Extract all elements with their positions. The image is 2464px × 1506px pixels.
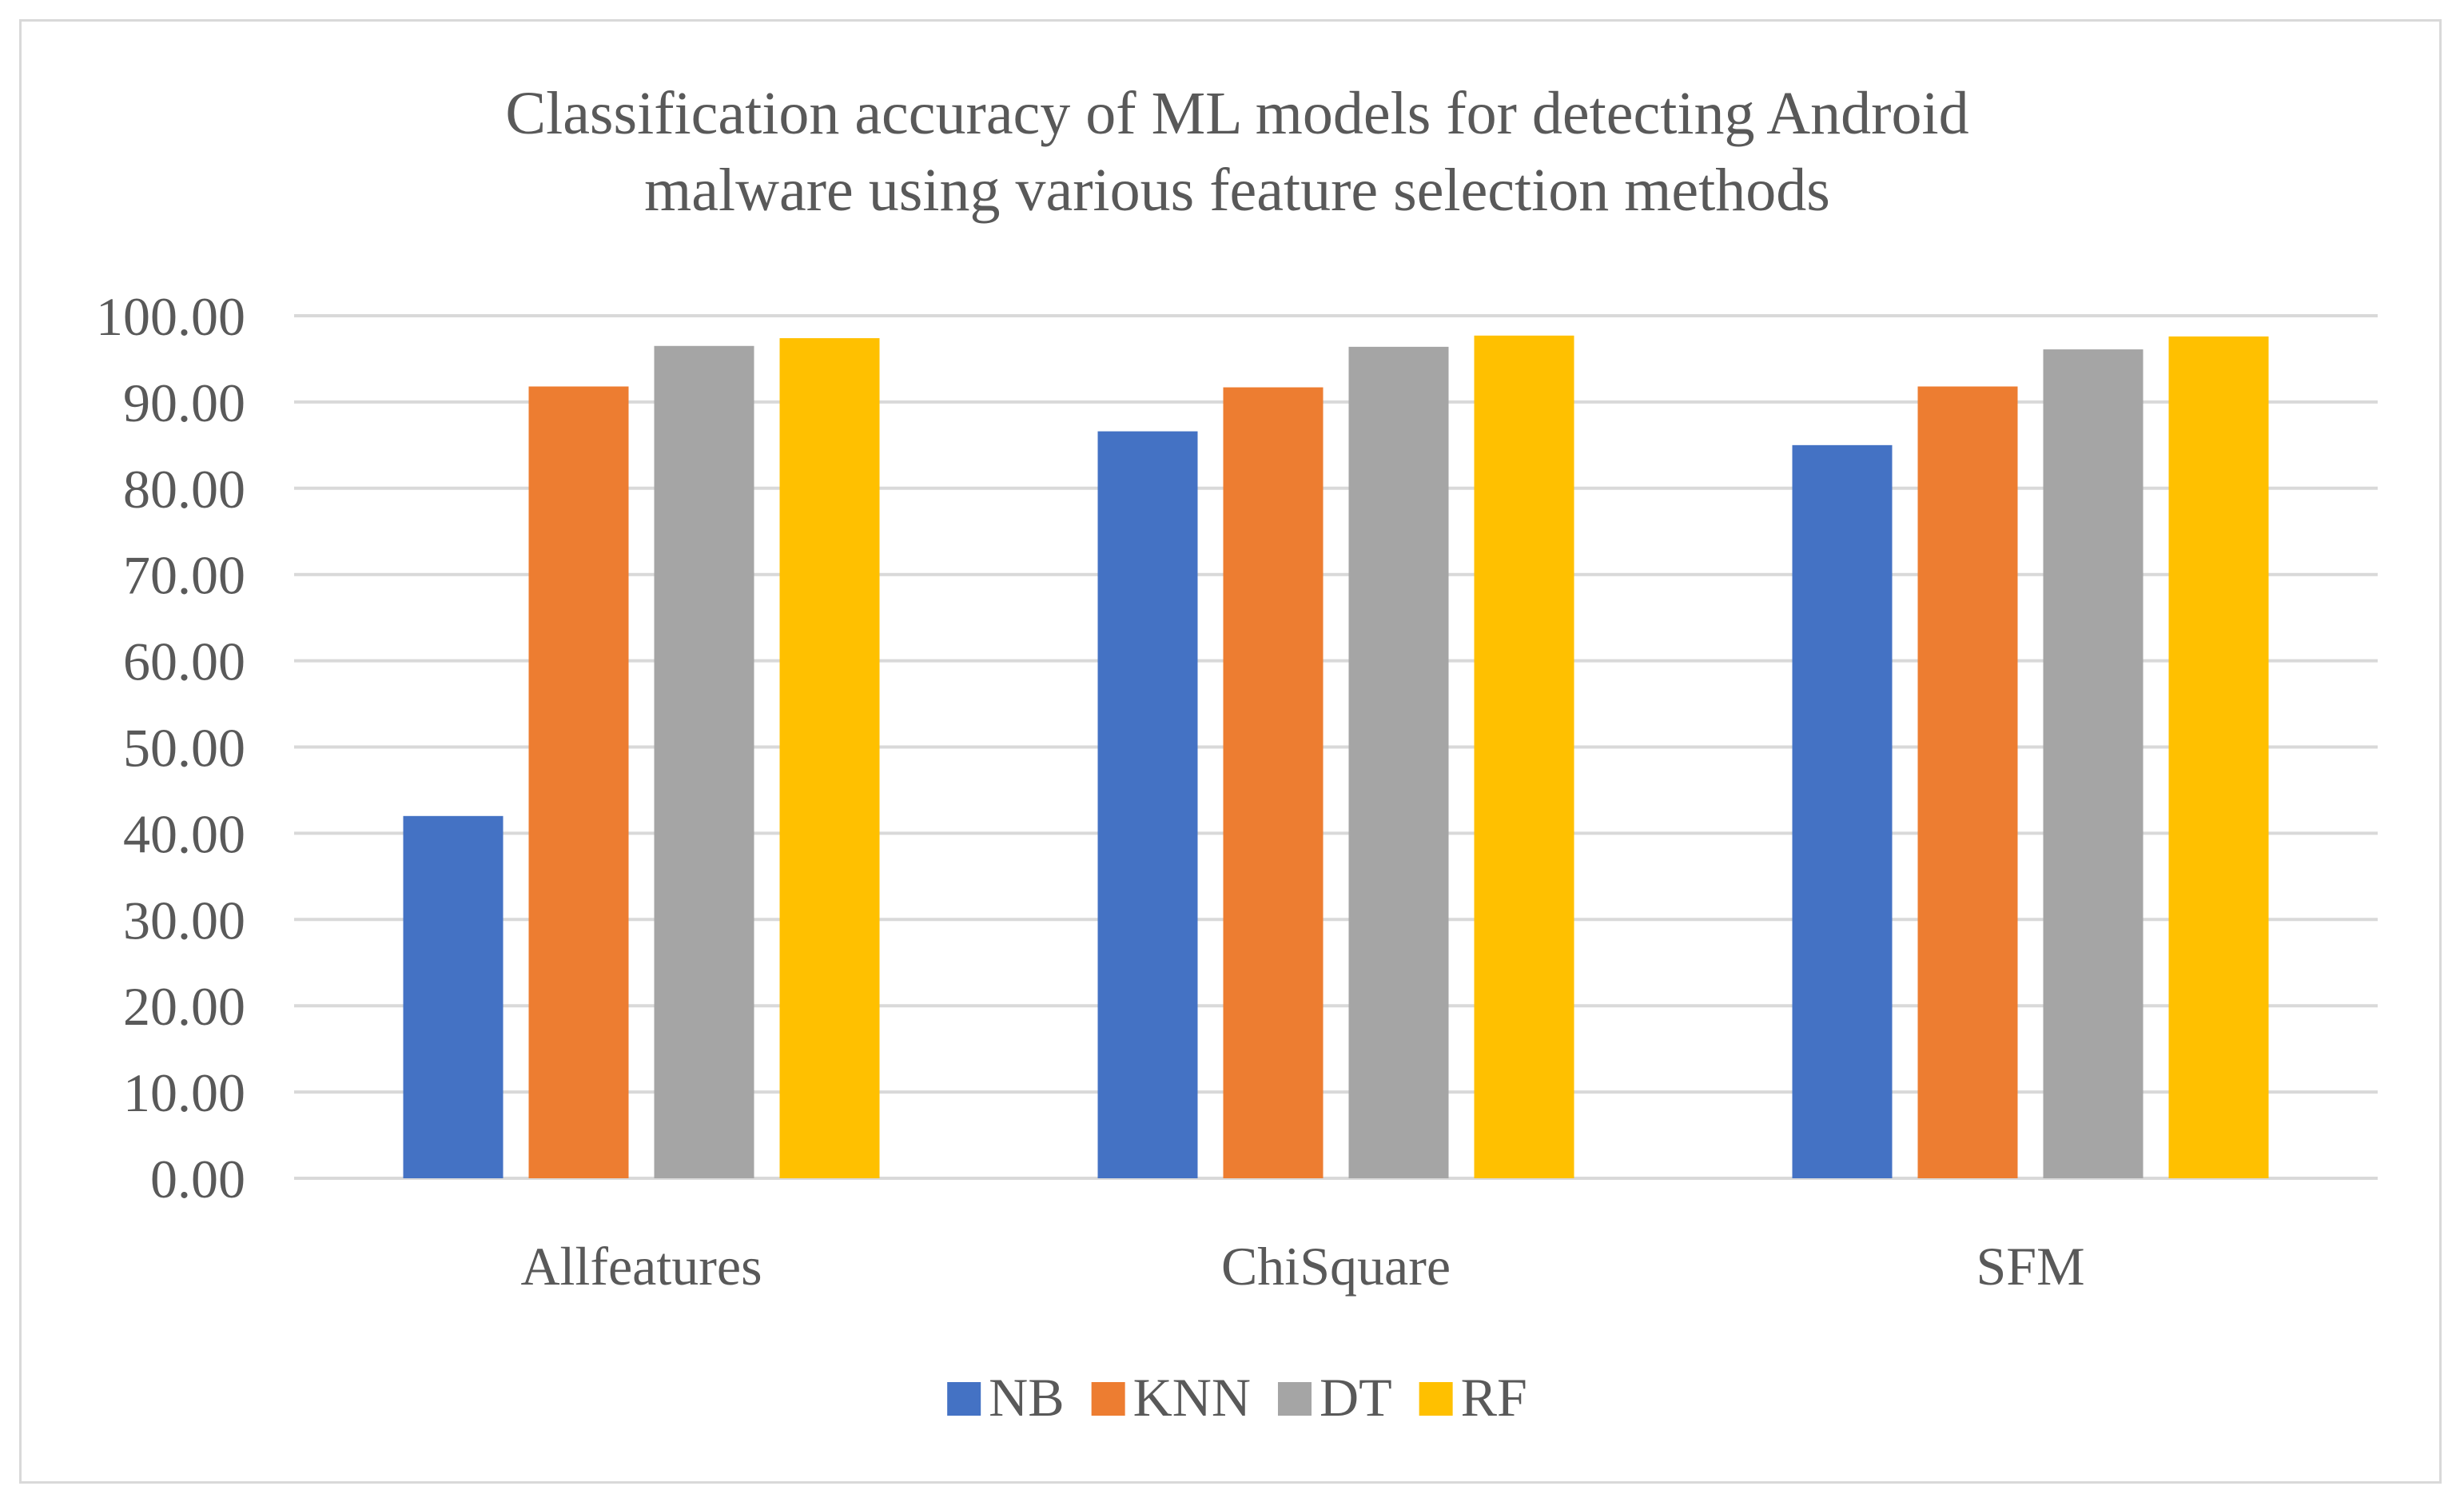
bar-rf-sfm [2168,336,2269,1178]
legend-label: DT [1320,1367,1392,1428]
bar-chart: Classification accuracy of ML models for… [96,80,2378,1428]
bar-nb-sfm [1792,444,1893,1178]
legend-label: RF [1461,1367,1527,1428]
y-tick-label: 0.00 [150,1149,245,1209]
y-tick-label: 100.00 [96,286,245,347]
chart-title-line-2: malware using various feature selection … [644,157,1830,224]
bar-dt-sfm [2043,349,2144,1178]
bar-knn-chisquare [1223,387,1324,1178]
legend-item-nb: NB [947,1367,1065,1428]
chart-title-line-1: Classification accuracy of ML models for… [505,80,1968,147]
chart-title: Classification accuracy of ML models for… [505,80,1968,224]
y-tick-label: 70.00 [123,545,245,606]
bar-rf-chisquare [1474,335,1574,1178]
bar-nb-chisquare [1097,431,1198,1178]
legend-swatch [1091,1382,1125,1416]
bar-knn-allfeatures [528,386,629,1178]
legend-item-dt: DT [1277,1367,1392,1428]
x-category-label: ChiSquare [1221,1236,1451,1297]
y-axis-ticks: 0.00 10.00 20.00 30.00 40.00 50.00 60.00 70.00 8… [96,286,245,1209]
chart-frame: Classification accuracy of ML models for… [19,19,2442,1484]
legend-label: KNN [1133,1367,1251,1428]
y-tick-label: 20.00 [123,976,245,1037]
x-category-label: SFM [1976,1236,2084,1297]
legend-label: NB [989,1367,1064,1428]
legend-swatch [947,1382,981,1416]
bars [403,335,2269,1179]
y-tick-label: 10.00 [123,1062,245,1123]
x-category-label: Allfeatures [520,1236,762,1297]
bar-dt-chisquare [1348,346,1449,1178]
bar-nb-allfeatures [403,815,504,1178]
y-tick-label: 90.00 [123,373,245,433]
y-tick-label: 60.00 [123,631,245,692]
bar-dt-allfeatures [654,345,754,1178]
legend-item-knn: KNN [1091,1367,1251,1428]
x-axis-categories: Allfeatures ChiSquare SFM [520,1236,2084,1297]
legend: NB KNN DT RF [947,1367,1527,1428]
gridlines [294,314,2378,1180]
bar-rf-allfeatures [779,338,880,1179]
y-tick-label: 50.00 [123,718,245,779]
y-tick-label: 30.00 [123,890,245,950]
y-tick-label: 40.00 [123,803,245,864]
bar-knn-sfm [1917,386,2018,1178]
legend-item-rf: RF [1419,1367,1527,1428]
legend-swatch [1277,1382,1312,1416]
y-tick-label: 80.00 [123,459,245,520]
legend-swatch [1419,1382,1453,1416]
